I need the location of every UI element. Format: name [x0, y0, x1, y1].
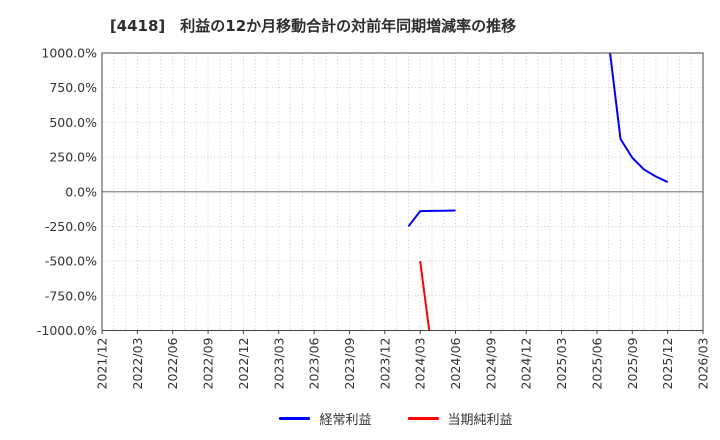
x-tick-label: 2024/06 — [448, 337, 463, 389]
x-tick-label: 2022/06 — [165, 337, 180, 389]
x-tick-label: 2024/03 — [413, 338, 428, 390]
legend-label-ordinary-profit: 経常利益 — [319, 413, 372, 428]
legend-item-net-income: 当期純利益 — [407, 409, 513, 428]
chart-title: [4418] 利益の12か月移動合計の対前年同期増減率の推移 — [109, 17, 517, 35]
y-tick-label: -1000.0% — [37, 323, 97, 338]
series-line-ordinary-profit — [407, 209, 456, 228]
x-tick-label: 2023/06 — [307, 337, 322, 389]
x-tick-label: 2021/12 — [95, 338, 110, 390]
x-tick-label: 2025/09 — [625, 337, 640, 389]
legend-line-swatch-ordinary-profit — [279, 417, 311, 420]
x-tick-label: 2026/03 — [696, 338, 711, 390]
x-tick-label: 2025/12 — [660, 338, 675, 390]
x-tick-label: 2023/12 — [377, 338, 392, 390]
legend: 経常利益 当期純利益 — [72, 409, 720, 428]
legend-label-net-income: 当期純利益 — [447, 413, 513, 428]
series-line-ordinary-profit — [609, 53, 669, 183]
plot-border — [101, 52, 704, 331]
x-tick-label: 2022/09 — [201, 337, 216, 389]
y-tick-label: 0.0% — [65, 184, 97, 199]
x-tick-label: 2025/06 — [589, 337, 604, 389]
x-tick-label: 2024/09 — [483, 337, 498, 389]
x-tick-label: 2022/12 — [236, 338, 251, 390]
y-tick-label: 250.0% — [49, 150, 97, 165]
y-tick-label: -750.0% — [45, 288, 97, 303]
x-tick-label: 2025/03 — [554, 338, 569, 390]
legend-item-ordinary-profit: 経常利益 — [279, 409, 372, 428]
y-tick-label: 750.0% — [49, 80, 97, 95]
legend-line-swatch-net-income — [407, 417, 439, 420]
y-tick-label: 500.0% — [49, 115, 97, 130]
y-tick-label: -500.0% — [45, 254, 97, 269]
x-tick-label: 2022/03 — [130, 338, 145, 390]
x-tick-label: 2024/12 — [519, 338, 534, 390]
x-tick-label: 2023/03 — [271, 338, 286, 390]
y-tick-label: -250.0% — [45, 219, 97, 234]
series-line-net-income — [419, 260, 431, 331]
x-tick-label: 2023/09 — [342, 337, 357, 389]
y-tick-label: 1000.0% — [41, 46, 97, 61]
